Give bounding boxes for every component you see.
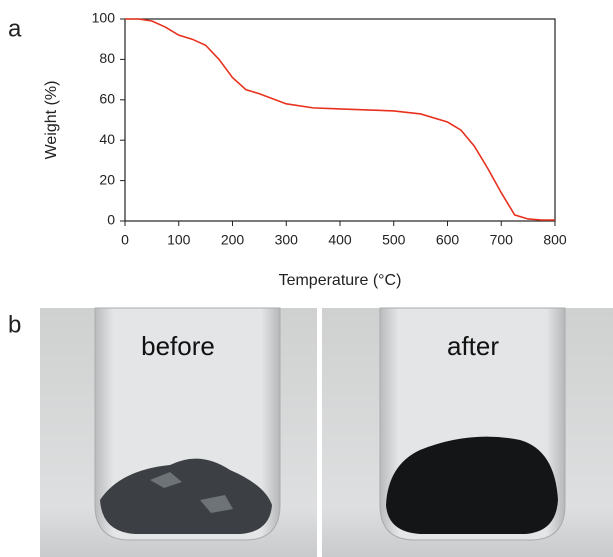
y-tick-label: 60 bbox=[99, 91, 115, 107]
y-axis-label: Weight (%) bbox=[43, 81, 60, 160]
x-tick-label: 600 bbox=[436, 232, 460, 248]
x-tick-label: 100 bbox=[167, 232, 191, 248]
y-tick-label: 20 bbox=[99, 171, 115, 187]
x-tick-label: 200 bbox=[221, 232, 245, 248]
photo-before: before bbox=[40, 307, 317, 557]
y-tick-label: 80 bbox=[99, 50, 115, 66]
x-tick-label: 400 bbox=[328, 232, 352, 248]
y-tick-label: 0 bbox=[107, 212, 115, 228]
panel-label: b bbox=[8, 311, 21, 338]
y-tick-label: 100 bbox=[92, 10, 116, 26]
x-axis-label: Temperature (°C) bbox=[279, 272, 402, 289]
x-tick-label: 0 bbox=[121, 232, 129, 248]
photo-after: after bbox=[322, 307, 613, 557]
x-tick-label: 800 bbox=[543, 232, 567, 248]
x-tick-label: 700 bbox=[490, 232, 514, 248]
data-line bbox=[125, 18, 555, 221]
x-tick-label: 500 bbox=[382, 232, 406, 248]
photo-label: after bbox=[447, 331, 499, 361]
plot-frame bbox=[124, 18, 556, 222]
photo-label: before bbox=[141, 331, 215, 361]
y-tick-label: 40 bbox=[99, 131, 115, 147]
x-tick-label: 300 bbox=[275, 232, 299, 248]
panel-label: a bbox=[8, 15, 22, 42]
